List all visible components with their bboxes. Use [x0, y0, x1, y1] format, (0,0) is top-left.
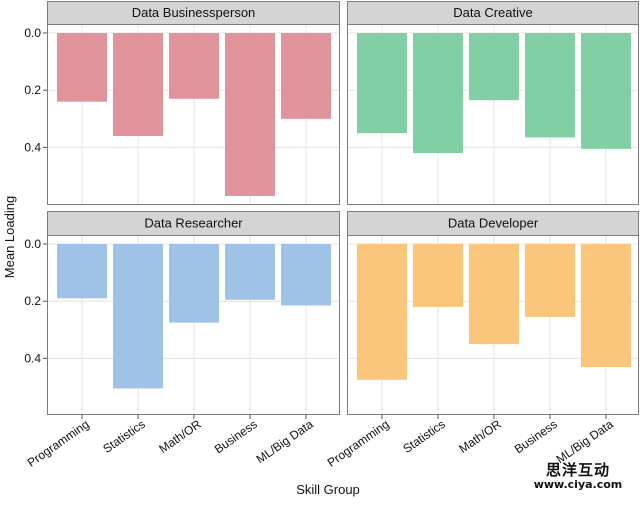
panel-strip [47, 1, 340, 25]
bar-programming [357, 244, 407, 380]
panel-title: Data Businessperson [132, 5, 256, 20]
panel-strip [47, 211, 340, 236]
x-tick-label: Math/OR [456, 417, 504, 456]
x-tick-label: Business [212, 417, 260, 456]
y-axis-title: Mean Loading [2, 196, 17, 278]
bar-ml-big-data [581, 244, 631, 367]
x-tick-label: Programming [25, 417, 92, 470]
y-tick-label: 0.0 [24, 237, 41, 251]
bar-programming [357, 33, 407, 134]
bar-ml-big-data [281, 244, 331, 306]
bar-statistics [413, 244, 463, 307]
watermark-text: 思洋互动 [545, 461, 610, 479]
bar-business [525, 33, 575, 138]
panel-strip [347, 211, 639, 236]
panel-title: Data Creative [453, 5, 532, 20]
x-tick-label: ML/Big Data [554, 417, 616, 467]
y-tick-label: 0.2 [24, 294, 41, 308]
bar-business [525, 244, 575, 317]
bar-statistics [413, 33, 463, 154]
x-axis-title: Skill Group [296, 482, 360, 497]
x-tick-label: Business [512, 417, 560, 456]
bar-business [225, 244, 275, 300]
bar-business [225, 33, 275, 197]
bar-math-or [469, 33, 519, 101]
panel-title: Data Researcher [144, 216, 243, 231]
x-tick-label: Statistics [100, 417, 147, 456]
y-tick-label: 0.4 [24, 140, 41, 154]
bar-math-or [469, 244, 519, 345]
y-tick-label: 0.4 [24, 351, 41, 365]
x-tick-label: Programming [325, 417, 392, 470]
panel-strip [347, 1, 639, 25]
bar-math-or [169, 244, 219, 323]
watermark-logo: 思洋互动 www.ciya.com [522, 462, 634, 494]
bar-math-or [169, 33, 219, 99]
y-tick-label: 0.2 [24, 83, 41, 97]
y-tick-label: 0.0 [24, 26, 41, 40]
x-tick-label: ML/Big Data [254, 417, 316, 467]
bar-programming [57, 33, 107, 102]
panel-title: Data Developer [448, 216, 539, 231]
bar-statistics [113, 244, 163, 389]
bar-programming [57, 244, 107, 299]
x-tick-label: Math/OR [156, 417, 204, 456]
x-tick-label: Statistics [400, 417, 447, 456]
bar-ml-big-data [581, 33, 631, 149]
watermark-url: www.ciya.com [533, 478, 623, 491]
bar-ml-big-data [281, 33, 331, 119]
bar-statistics [113, 33, 163, 136]
